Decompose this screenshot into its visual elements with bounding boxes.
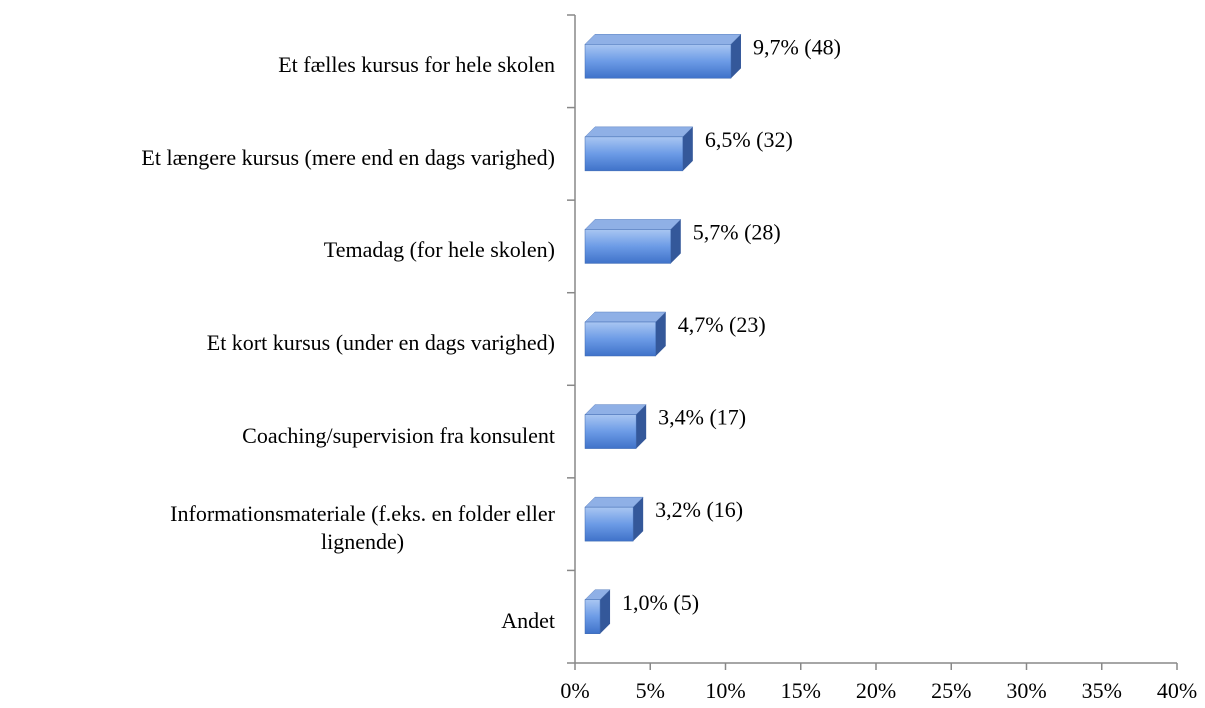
bar-front — [584, 599, 601, 634]
bar — [584, 589, 611, 634]
bar-top — [584, 404, 647, 415]
bar — [584, 34, 742, 79]
bar-side — [730, 34, 741, 79]
bar-top — [584, 496, 644, 508]
bar-front — [584, 414, 637, 449]
bar-front — [584, 44, 732, 79]
category-label: Andet — [501, 607, 555, 633]
bar-side — [633, 497, 644, 542]
bar — [584, 311, 667, 357]
x-tick-label: 20% — [856, 678, 896, 703]
x-tick-label: 25% — [931, 678, 971, 703]
category-label: Coaching/supervision fra konsulent — [242, 422, 555, 448]
x-tick-label: 35% — [1082, 678, 1122, 703]
category-label: Et fælles kursus for hele skolen — [278, 52, 555, 78]
bar-top — [584, 34, 742, 45]
bar-side — [670, 219, 681, 264]
bar-top — [584, 219, 682, 230]
value-label: 1,0% (5) — [622, 590, 699, 615]
bar-front — [584, 136, 684, 172]
bar — [584, 496, 644, 542]
x-tick-label: 10% — [705, 678, 745, 703]
bar-side — [636, 404, 647, 449]
bar-front — [584, 321, 656, 357]
x-tick-label: 15% — [781, 678, 821, 703]
bar — [584, 219, 682, 264]
value-label: 6,5% (32) — [705, 127, 793, 152]
bar-top — [584, 126, 694, 138]
x-tick-label: 0% — [560, 678, 589, 703]
bar-front — [584, 506, 634, 542]
x-tick-label: 5% — [636, 678, 665, 703]
bar-side — [655, 312, 666, 356]
value-label: 4,7% (23) — [678, 312, 766, 337]
category-label: Temadag (for hele skolen) — [323, 237, 555, 263]
value-label: 9,7% (48) — [753, 34, 841, 59]
bar-top — [584, 311, 667, 323]
value-label: 5,7% (28) — [693, 219, 781, 244]
category-label: Et kort kursus (under en dags varighed) — [206, 330, 555, 355]
x-tick-label: 30% — [1006, 678, 1046, 703]
category-label: Et længere kursus (mere end en dags vari… — [141, 144, 555, 170]
bar-front — [584, 229, 672, 264]
bar-side — [600, 589, 611, 634]
category-label: Informationsmateriale (f.eks. en folder … — [170, 501, 555, 555]
value-label: 3,2% (16) — [655, 497, 743, 522]
x-tick-label: 40% — [1157, 678, 1197, 703]
value-label: 3,4% (17) — [658, 405, 746, 430]
bar — [584, 404, 647, 449]
bar-side — [682, 126, 693, 171]
bar — [584, 126, 694, 172]
